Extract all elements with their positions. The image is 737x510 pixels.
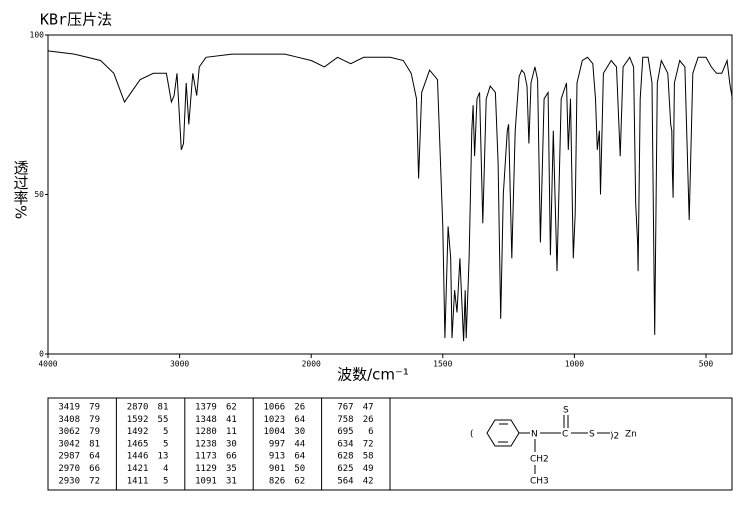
peak-transmittance: 5 [163,476,168,486]
peak-transmittance: 35 [226,464,237,474]
peak-transmittance: 72 [89,476,100,486]
peak-wavenumber: 1465 [127,439,149,449]
peak-wavenumber: 1238 [195,439,217,449]
peak-wavenumber: 1091 [195,476,217,486]
peak-wavenumber: 625 [337,464,353,474]
peak-transmittance: 79 [89,427,100,437]
peak-wavenumber: 1592 [127,415,149,425]
peak-transmittance: 62 [226,403,237,413]
peak-transmittance: 64 [294,452,305,462]
y-tick-label: 0 [39,350,44,359]
y-axis-label: 透过率% [12,160,30,219]
x-tick-label: 1500 [433,360,452,369]
peak-wavenumber: 758 [337,415,353,425]
peak-wavenumber: 913 [269,452,285,462]
peak-wavenumber: 1421 [127,464,149,474]
peak-wavenumber: 1173 [195,452,217,462]
peak-transmittance: 13 [158,452,169,462]
chart-title: KBr压片法 [40,11,112,29]
peak-wavenumber: 1280 [195,427,217,437]
peak-transmittance: 50 [294,464,305,474]
peak-transmittance: 5 [163,439,168,449]
peak-wavenumber: 1446 [127,452,149,462]
peak-transmittance: 62 [294,476,305,486]
x-axis-label: 波数/cm⁻¹ [337,366,409,384]
structure-text: )2 [610,432,619,442]
peak-transmittance: 66 [89,464,100,474]
x-tick-label: 4000 [38,360,57,369]
peak-transmittance: 64 [294,415,305,425]
structure-text: S [589,430,595,440]
peak-wavenumber: 1411 [127,476,149,486]
structure-frame [389,397,733,491]
peak-wavenumber: 3042 [58,439,80,449]
peak-wavenumber: 901 [269,464,285,474]
peak-wavenumber: 1348 [195,415,217,425]
peak-wavenumber: 1379 [195,403,217,413]
peak-transmittance: 58 [363,452,374,462]
peak-transmittance: 42 [363,476,374,486]
peak-transmittance: 6 [368,427,373,437]
structure-text: CH3 [530,477,549,487]
peak-wavenumber: 695 [337,427,353,437]
peak-wavenumber: 1066 [264,403,286,413]
peak-transmittance: 47 [363,403,374,413]
structure-text: Zn [625,430,637,440]
peak-transmittance: 79 [89,415,100,425]
peak-wavenumber: 3062 [58,427,80,437]
spectrum-line [47,50,733,342]
peak-wavenumber: 2870 [127,403,149,413]
peak-wavenumber: 767 [337,403,353,413]
x-tick-label: 3000 [170,360,189,369]
structure-text: S [563,406,569,416]
peak-transmittance: 79 [89,403,100,413]
peak-transmittance: 81 [158,403,169,413]
peak-transmittance: 26 [294,403,305,413]
peak-wavenumber: 1492 [127,427,149,437]
peak-transmittance: 49 [363,464,374,474]
peak-wavenumber: 1023 [264,415,286,425]
peak-transmittance: 26 [363,415,374,425]
peak-wavenumber: 2930 [58,476,80,486]
structure-text: C [562,430,568,440]
peak-wavenumber: 1004 [264,427,286,437]
plot-frame [47,34,733,355]
structure-text: CH2 [530,455,549,465]
peak-transmittance: 81 [89,439,100,449]
peak-wavenumber: 2970 [58,464,80,474]
peak-transmittance: 66 [226,452,237,462]
peak-transmittance: 44 [294,439,305,449]
y-tick-label: 50 [34,190,44,199]
peak-transmittance: 11 [226,427,237,437]
peak-transmittance: 64 [89,452,100,462]
peak-transmittance: 30 [226,439,237,449]
peak-wavenumber: 1129 [195,464,217,474]
x-tick-label: 1000 [565,360,584,369]
peak-wavenumber: 3408 [58,415,80,425]
peak-wavenumber: 826 [269,476,285,486]
peak-wavenumber: 2987 [58,452,80,462]
peak-transmittance: 30 [294,427,305,437]
structure-text: ( [470,430,474,440]
peak-transmittance: 41 [226,415,237,425]
peak-wavenumber: 564 [337,476,353,486]
peak-wavenumber: 634 [337,439,353,449]
peak-wavenumber: 3419 [58,403,80,413]
x-tick-label: 2000 [302,360,321,369]
peak-wavenumber: 997 [269,439,285,449]
x-tick-label: 500 [699,360,714,369]
peak-transmittance: 31 [226,476,237,486]
peak-wavenumber: 628 [337,452,353,462]
structure-text: N [531,430,538,440]
peak-transmittance: 55 [158,415,169,425]
structure-bonds [486,415,610,474]
peak-transmittance: 72 [363,439,374,449]
peak-transmittance: 5 [163,427,168,437]
peak-transmittance: 4 [163,464,168,474]
y-tick-label: 100 [30,31,45,40]
